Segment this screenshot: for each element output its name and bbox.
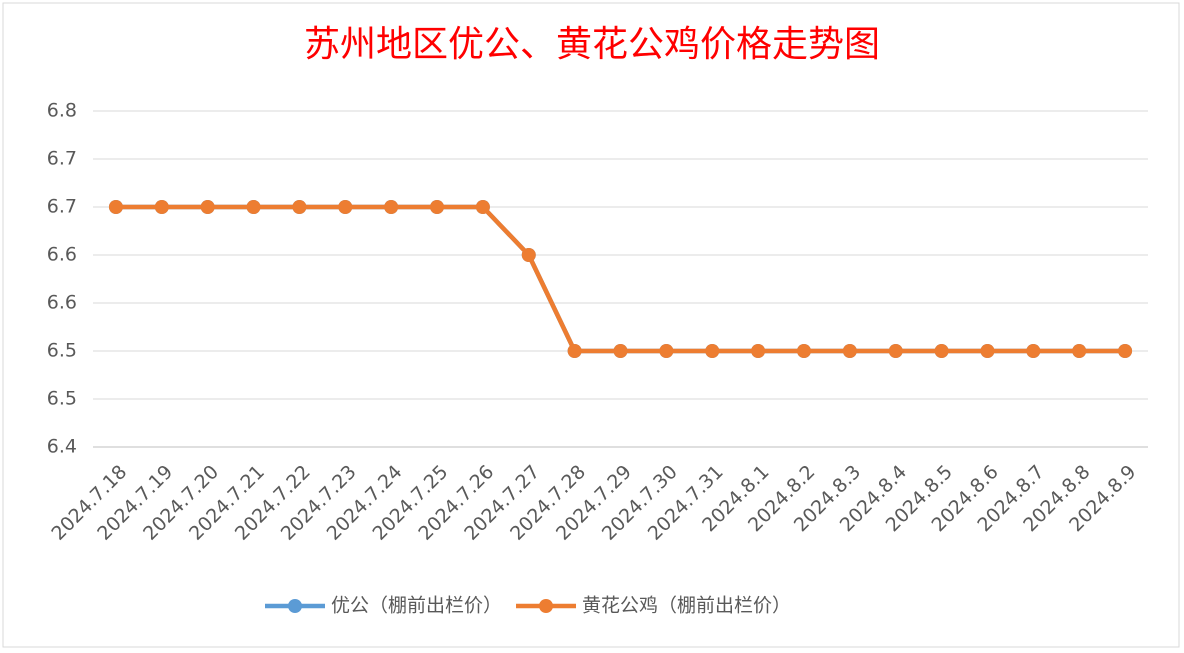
point xyxy=(338,200,353,214)
y-tick-label: 6.6 xyxy=(47,244,77,266)
point xyxy=(796,344,811,358)
point xyxy=(292,200,307,214)
y-tick-label: 6.5 xyxy=(47,340,77,362)
legend-marker xyxy=(288,599,302,613)
point xyxy=(1026,344,1041,358)
point xyxy=(521,248,536,262)
y-tick-label: 6.7 xyxy=(47,196,77,218)
y-tick-label: 6.5 xyxy=(47,388,77,410)
point xyxy=(475,200,490,214)
point xyxy=(659,344,674,358)
point xyxy=(1118,344,1133,358)
point xyxy=(613,344,628,358)
point xyxy=(154,200,169,214)
point xyxy=(200,200,215,214)
point xyxy=(705,344,720,358)
y-tick-label: 6.7 xyxy=(47,148,77,170)
point xyxy=(246,200,261,214)
point xyxy=(1072,344,1087,358)
point xyxy=(567,344,582,358)
point xyxy=(430,200,445,214)
point xyxy=(384,200,399,214)
point xyxy=(980,344,995,358)
legend-label: 优公（棚前出栏价） xyxy=(331,595,502,617)
y-tick-label: 6.8 xyxy=(47,100,77,122)
point xyxy=(934,344,949,358)
legend-label: 黄花公鸡（棚前出栏价） xyxy=(582,595,791,617)
point xyxy=(842,344,857,358)
point xyxy=(108,200,123,214)
point xyxy=(751,344,766,358)
y-tick-label: 6.6 xyxy=(47,292,77,314)
point xyxy=(888,344,903,358)
legend-marker xyxy=(539,599,554,613)
chart-title: 苏州地区优公、黄花公鸡价格走势图 xyxy=(304,24,880,65)
y-tick-label: 6.4 xyxy=(47,436,77,458)
